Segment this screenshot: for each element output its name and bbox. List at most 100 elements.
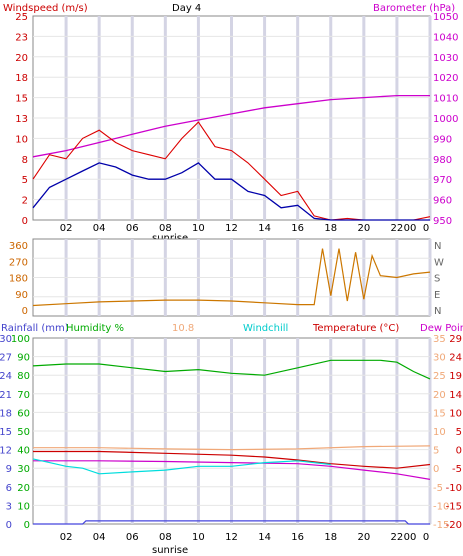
temperature-tick-a: 25: [433, 371, 446, 382]
temperature-tick-a: -15: [433, 520, 449, 531]
direction-compass-tick: N: [434, 241, 441, 252]
x-tick-label: 12: [225, 532, 238, 543]
windspeed-tick: 0: [22, 216, 28, 227]
direction-degree-tick: 90: [15, 290, 28, 301]
humidity-tick: 40: [17, 446, 30, 457]
x-tick-label: 06: [126, 223, 139, 234]
humidity-header: Humidity %: [66, 323, 124, 334]
x-tick-label: 0: [423, 532, 429, 543]
humidity-tick: 50: [17, 427, 30, 438]
barometer-tick: 1020: [433, 73, 458, 84]
x-tick-label: 10: [192, 223, 205, 234]
x-tick-label: 14: [258, 223, 271, 234]
humidity-tick: 90: [17, 353, 30, 364]
temperature-tick-a: 0: [433, 464, 439, 475]
x-tick-label: 18: [324, 532, 337, 543]
humidity-tick: 10: [17, 501, 30, 512]
temperature-header: Temperature (°C): [312, 323, 399, 334]
rainfall-tick: 9: [6, 464, 12, 475]
rainfall-header: Rainfall (mm): [1, 323, 69, 334]
windspeed-line: [32, 162, 430, 221]
temperature-tick-b: -10: [446, 483, 462, 494]
x-tick-label: 22: [391, 532, 404, 543]
direction-compass-tick: N: [434, 306, 441, 317]
barometer-tick: 970: [433, 175, 452, 186]
temperature-tick-a: 15: [433, 408, 446, 419]
rainfall-tick: 24: [0, 371, 12, 382]
barometer-tick: 950: [433, 216, 452, 227]
temperature-tick-b: 29: [449, 334, 462, 345]
temperature-tick-a: 5: [433, 446, 439, 457]
x-tick-label: 22: [391, 223, 404, 234]
x-tick-label: 08: [159, 532, 172, 543]
rainfall-tick: 12: [0, 446, 12, 457]
direction-compass-tick: E: [434, 290, 440, 301]
direction-degree-tick: 0: [22, 306, 28, 317]
windspeed-tick: 25: [15, 12, 28, 23]
barometer-axis-label: Barometer (hPa): [373, 3, 455, 14]
x-tick-label: 00: [404, 532, 417, 543]
temperature-tick-a: -5: [433, 483, 443, 494]
temperature-tick-a: 35: [433, 334, 446, 345]
temperature-tick-b: 19: [449, 371, 462, 382]
dewpoint-header: Dew Point: [420, 323, 463, 334]
x-tick-label: 18: [324, 223, 337, 234]
x-tick-label: 20: [357, 223, 370, 234]
windspeed-tick: 2: [22, 196, 28, 207]
windchill-line: [32, 458, 331, 475]
temperature-tick-b: 10: [449, 408, 462, 419]
temperature-tick-b: -20: [446, 520, 462, 531]
x-tick-label: 0: [423, 223, 429, 234]
humidity-tick: 0: [24, 520, 30, 531]
windspeed-axis-label: Windspeed (m/s): [3, 3, 88, 14]
temperature-tick-a: 10: [433, 427, 446, 438]
rainfall-tick: 6: [6, 483, 12, 494]
temperature-tick-b: 14: [449, 390, 462, 401]
direction-degree-tick: 360: [9, 241, 28, 252]
barometer-tick: 980: [433, 155, 452, 166]
temperature-tick-b: -5: [452, 464, 462, 475]
x-tick-label: 16: [291, 223, 304, 234]
temperature-tick-b: 24: [449, 353, 462, 364]
x-tick-label: 02: [60, 532, 73, 543]
x-tick-label: 06: [126, 532, 139, 543]
x-tick-label: 10: [192, 532, 205, 543]
rainfall-tick: 21: [0, 390, 12, 401]
barometer-line: [32, 94, 430, 158]
temperature-tick-b: 5: [456, 427, 462, 438]
temperature-tick-a: 30: [433, 353, 446, 364]
x-tick-label: 04: [93, 223, 106, 234]
rainfall-tick: 15: [0, 427, 12, 438]
barometer-tick: 1030: [433, 53, 458, 64]
rainfall-tick: 3: [6, 501, 12, 512]
windchill-header: Windchill: [243, 323, 288, 334]
windspeed-tick: 20: [15, 53, 28, 64]
rainfall-tick: 0: [6, 520, 12, 531]
x-tick-label: 08: [159, 223, 172, 234]
temperature-tick-a: -10: [433, 501, 449, 512]
x-tick-label: 00: [404, 223, 417, 234]
rainfall-tick: 30: [0, 334, 12, 345]
direction-compass-tick: W: [434, 257, 444, 268]
temperature-line: [33, 450, 431, 469]
sunrise-label-3: sunrise: [152, 545, 188, 556]
windspeed-tick: 18: [15, 73, 28, 84]
windspeed-tick: 23: [15, 32, 28, 43]
barometer-tick: 1010: [433, 94, 458, 105]
temperature-tick-b: 0: [456, 446, 462, 457]
windspeed-tick: 13: [15, 114, 28, 125]
10-8-line: [33, 445, 431, 451]
barometer-tick: 1000: [433, 114, 458, 125]
humidity-tick: 20: [17, 483, 30, 494]
chart-title: Day 4: [172, 3, 201, 14]
windspeed-tick: 5: [22, 175, 28, 186]
barometer-tick: 960: [433, 196, 452, 207]
humidity-tick: 80: [17, 371, 30, 382]
x-tick-label: 02: [60, 223, 73, 234]
rainfall-tick: 18: [0, 408, 12, 419]
x-tick-label: 14: [258, 532, 271, 543]
direction-degree-tick: 180: [9, 274, 28, 285]
wind-direction-line: [32, 248, 431, 307]
barometer-tick: 990: [433, 134, 452, 145]
